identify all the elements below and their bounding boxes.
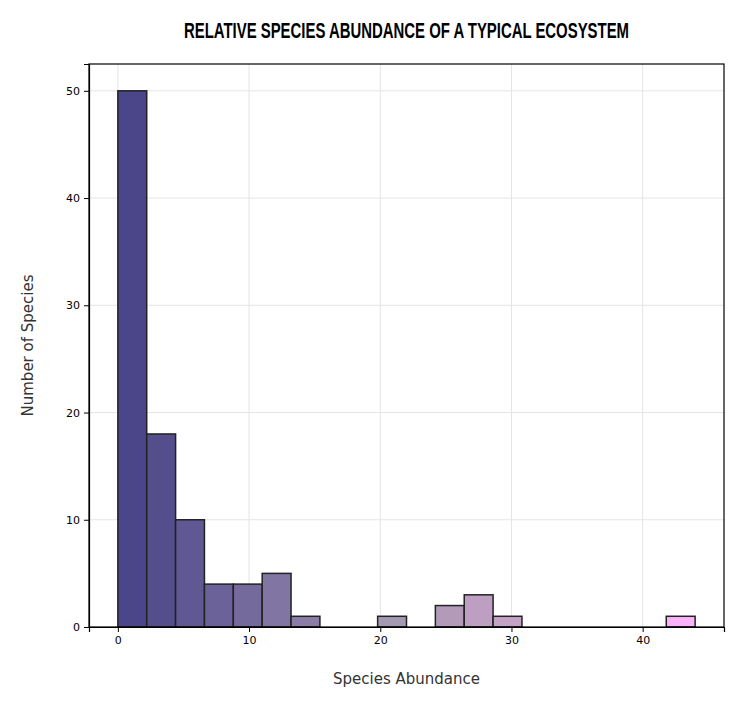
- tick: 20: [374, 627, 388, 647]
- tick-mark: [84, 305, 89, 306]
- tick-label: 30: [505, 634, 519, 647]
- tick-label: 20: [374, 634, 388, 647]
- histogram-bar: [378, 616, 407, 627]
- grid-line: [249, 64, 250, 627]
- x-axis: 0 10 20 30 40: [90, 627, 725, 647]
- chart-title: RELATIVE SPECIES ABUNDANCE OF A TYPICAL …: [184, 18, 629, 43]
- histogram-bar: [291, 616, 320, 627]
- tick-mark: [249, 627, 250, 632]
- tick: 0: [115, 627, 122, 647]
- tick-label: 50: [66, 85, 80, 98]
- grid-line: [511, 64, 512, 627]
- chart: 0 10 20 30 40 0 10 20 30 40 50 RELATIVE SPECIES ABU…: [0, 0, 745, 708]
- y-axis: 0 10 20 30 40 50: [66, 65, 90, 635]
- histogram-bar: [204, 584, 233, 627]
- tick-mark: [84, 198, 89, 199]
- tick-label: 10: [66, 514, 80, 527]
- histogram-bar: [262, 573, 291, 627]
- histogram-bar: [176, 520, 205, 627]
- histogram-bar: [493, 616, 522, 627]
- grid-line: [89, 412, 724, 413]
- grid-line: [380, 64, 381, 627]
- grid-line: [89, 198, 724, 199]
- histogram-bar: [666, 616, 695, 627]
- x-axis-label: Species Abundance: [333, 670, 480, 688]
- tick-mark: [84, 520, 89, 521]
- tick: 30: [505, 627, 519, 647]
- tick: 30: [66, 299, 89, 312]
- tick-label: 40: [636, 634, 650, 647]
- plot-area: 0 10 20 30 40 0 10 20 30 40 50: [66, 64, 725, 647]
- tick-label: 30: [66, 299, 80, 312]
- tick: 40: [66, 192, 89, 205]
- tick: 10: [66, 514, 89, 527]
- grid-line: [642, 64, 643, 627]
- tick: 20: [66, 407, 89, 420]
- histogram-bar: [118, 91, 147, 627]
- grid: [89, 64, 724, 627]
- y-axis-label: Number of Species: [19, 274, 37, 416]
- tick-mark: [643, 627, 644, 632]
- tick: 50: [66, 85, 89, 98]
- tick: 10: [243, 627, 257, 647]
- tick-mark: [84, 413, 89, 414]
- tick-mark: [511, 627, 512, 632]
- tick-label: 0: [115, 634, 122, 647]
- tick-mark: [380, 627, 381, 632]
- bars: [118, 91, 695, 627]
- histogram-bar: [464, 595, 493, 627]
- tick-mark: [84, 91, 89, 92]
- grid-line: [89, 90, 724, 91]
- grid-line: [89, 305, 724, 306]
- tick: 40: [636, 627, 650, 647]
- histogram-bar: [435, 606, 464, 627]
- axis-line: [90, 628, 725, 633]
- plot-frame: [89, 64, 724, 627]
- tick-mark: [118, 627, 119, 632]
- tick: 0: [73, 621, 89, 634]
- tick-label: 0: [73, 621, 80, 634]
- tick-label: 40: [66, 192, 80, 205]
- tick-mark: [84, 627, 89, 628]
- tick-label: 10: [243, 634, 257, 647]
- histogram-bar: [233, 584, 262, 627]
- tick-label: 20: [66, 407, 80, 420]
- histogram-bar: [147, 434, 176, 627]
